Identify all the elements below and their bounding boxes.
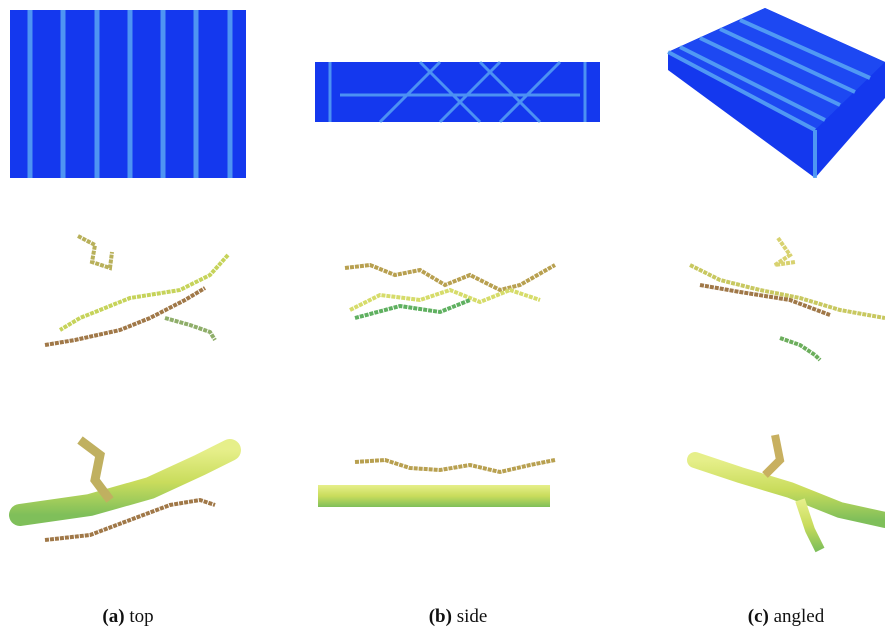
figure-images xyxy=(0,0,885,600)
caption: (c) angled xyxy=(748,606,825,628)
figure: (a) top (b) side (c) angled xyxy=(0,0,885,634)
caption: (a) top xyxy=(102,606,153,628)
caption-label: (c) xyxy=(748,606,769,627)
side-volume xyxy=(315,62,600,122)
caption-text: top xyxy=(129,606,153,627)
caption: (b) side xyxy=(429,606,488,628)
top-volume xyxy=(10,10,246,178)
skeletons xyxy=(45,236,885,360)
tubes xyxy=(20,435,885,550)
caption-label: (a) xyxy=(102,606,124,627)
caption-text: angled xyxy=(774,606,825,627)
caption-label: (b) xyxy=(429,606,452,627)
caption-text: side xyxy=(457,606,488,627)
angled-volume xyxy=(668,8,885,178)
